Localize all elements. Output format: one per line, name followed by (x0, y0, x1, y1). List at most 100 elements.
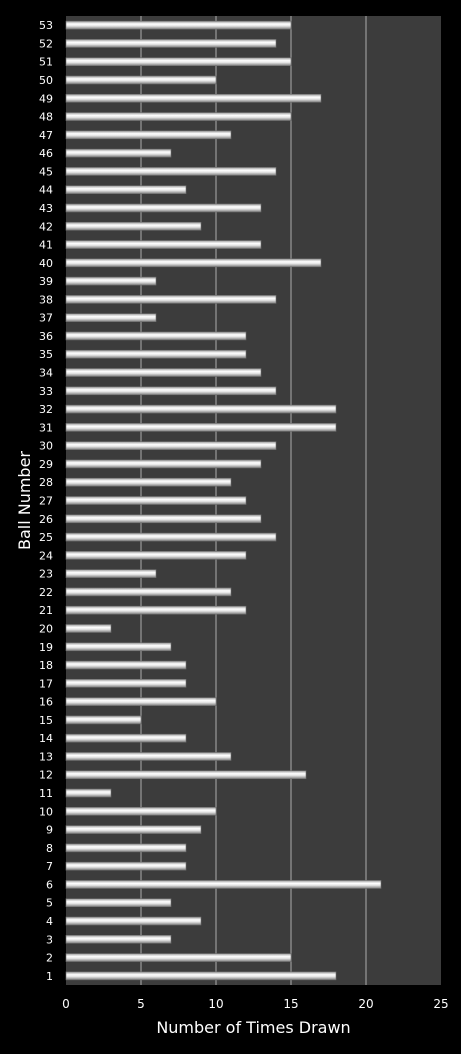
bar-ball-37 (65, 313, 157, 322)
bar-ball-52 (65, 39, 277, 48)
bar-ball-18 (65, 660, 187, 670)
bar-ball-30 (65, 441, 277, 450)
y-tick-label: 50 (39, 74, 53, 87)
x-tick-label: 15 (283, 997, 298, 1011)
y-tick-label: 12 (39, 769, 53, 782)
y-tick-label: 19 (39, 641, 53, 654)
y-tick-label: 11 (39, 787, 53, 800)
y-tick-label: 32 (39, 403, 53, 416)
y-tick-label: 30 (39, 440, 53, 453)
bar-ball-34 (65, 368, 262, 377)
y-tick-label: 42 (39, 220, 53, 233)
bar-ball-24 (65, 551, 247, 560)
y-tick-label: 25 (39, 531, 53, 544)
bar-ball-29 (65, 459, 262, 469)
bar-ball-44 (65, 185, 187, 194)
y-tick-label: 38 (39, 293, 53, 306)
y-tick-label: 23 (39, 568, 53, 581)
y-tick-label: 1 (46, 970, 53, 983)
bar-ball-16 (65, 697, 217, 706)
y-tick-label: 48 (39, 111, 53, 124)
y-tick-label: 39 (39, 275, 53, 288)
y-tick-label: 6 (46, 878, 53, 891)
y-tick-label: 53 (39, 19, 53, 32)
bar-ball-2 (65, 953, 292, 962)
y-tick-label: 22 (39, 586, 53, 599)
bar-ball-12 (65, 770, 307, 780)
y-tick-label: 29 (39, 458, 53, 471)
bar-ball-36 (65, 331, 247, 341)
bar-ball-51 (65, 57, 292, 67)
bar-ball-9 (65, 825, 202, 834)
y-tick-label: 47 (39, 129, 53, 142)
bar-ball-31 (65, 423, 337, 432)
bar-ball-20 (65, 624, 112, 633)
x-tick-label: 20 (358, 997, 373, 1011)
bar-ball-10 (65, 807, 217, 816)
y-tick-label: 16 (39, 696, 53, 709)
y-tick-label: 33 (39, 385, 53, 398)
bar-ball-5 (65, 898, 172, 908)
y-tick-label: 43 (39, 202, 53, 215)
bar-ball-50 (65, 75, 217, 85)
bar-ball-14 (65, 733, 187, 743)
y-tick-label: 7 (46, 860, 53, 873)
x-axis-label: Number of Times Drawn (156, 1018, 350, 1037)
bar-ball-15 (65, 715, 142, 725)
y-tick-label: 8 (46, 842, 53, 855)
bar-ball-49 (65, 93, 322, 103)
bar-ball-40 (65, 258, 322, 268)
bar-ball-13 (65, 752, 232, 761)
bar-ball-11 (65, 788, 112, 798)
y-axis-label: Ball Number (15, 451, 34, 550)
bar-ball-33 (65, 386, 277, 396)
bar-ball-43 (65, 203, 262, 213)
bar-ball-26 (65, 514, 262, 524)
bar-ball-8 (65, 843, 187, 853)
y-tick-label: 4 (46, 915, 53, 928)
y-tick-label: 44 (39, 184, 53, 197)
bar-ball-27 (65, 496, 247, 505)
y-tick-labels: 1234567891011121314151617181920212223242… (39, 19, 53, 983)
bar-ball-1 (65, 971, 337, 981)
bar-ball-38 (65, 295, 277, 304)
y-tick-label: 14 (39, 732, 53, 745)
bar-ball-3 (65, 934, 172, 944)
x-tick-label: 0 (62, 997, 70, 1011)
y-tick-label: 13 (39, 750, 53, 763)
y-tick-label: 37 (39, 312, 53, 325)
x-tick-label: 5 (137, 997, 145, 1011)
y-tick-label: 9 (46, 824, 53, 837)
bar-ball-17 (65, 679, 187, 688)
x-tick-labels: 0 5 10 15 20 25 (62, 997, 448, 1011)
bar-ball-4 (65, 916, 202, 926)
y-tick-label: 45 (39, 165, 53, 178)
y-tick-label: 28 (39, 476, 53, 489)
bar-ball-45 (65, 167, 277, 176)
bar-ball-19 (65, 642, 172, 652)
y-tick-label: 26 (39, 513, 53, 526)
y-tick-label: 34 (39, 367, 53, 380)
y-tick-label: 27 (39, 495, 53, 508)
y-tick-label: 17 (39, 677, 53, 690)
y-tick-label: 35 (39, 348, 53, 361)
bar-ball-22 (65, 587, 232, 597)
x-tick-label: 10 (208, 997, 223, 1011)
y-tick-label: 51 (39, 56, 53, 69)
bars (65, 20, 382, 981)
bar-ball-47 (65, 130, 232, 140)
y-tick-label: 15 (39, 714, 53, 727)
bar-ball-53 (65, 20, 292, 30)
y-tick-label: 21 (39, 604, 53, 617)
y-tick-label: 18 (39, 659, 53, 672)
bar-ball-21 (65, 605, 247, 615)
bar-ball-23 (65, 569, 157, 578)
y-tick-label: 2 (46, 952, 53, 965)
bar-ball-25 (65, 532, 277, 542)
y-tick-label: 52 (39, 37, 53, 50)
y-tick-label: 5 (46, 897, 53, 910)
bar-ball-39 (65, 276, 157, 286)
y-tick-label: 40 (39, 257, 53, 270)
